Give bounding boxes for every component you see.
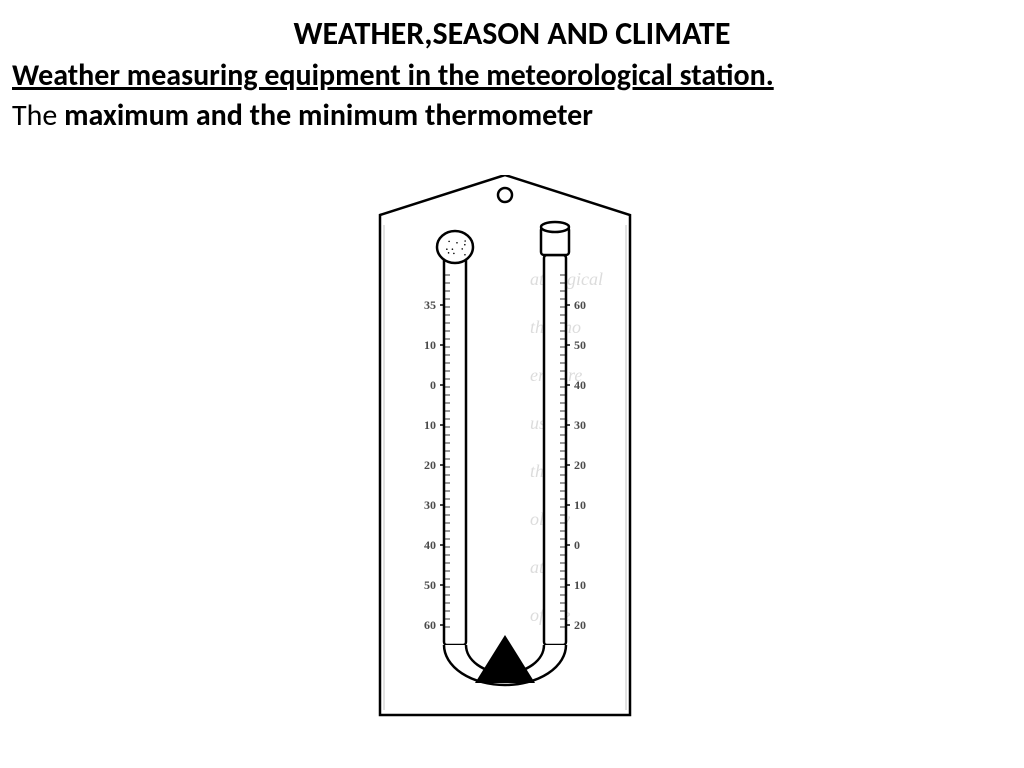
svg-text:50: 50 — [574, 338, 586, 352]
svg-text:10: 10 — [424, 338, 436, 352]
svg-text:50: 50 — [424, 578, 436, 592]
svg-text:40: 40 — [424, 538, 436, 552]
svg-text:10: 10 — [424, 418, 436, 432]
svg-text:0: 0 — [430, 378, 436, 392]
thermometer-diagram: atologicalthermoeratureuse ittheologyato… — [350, 175, 660, 725]
svg-text:10: 10 — [574, 578, 586, 592]
svg-text:35: 35 — [424, 298, 436, 312]
svg-text:60: 60 — [424, 618, 436, 632]
svg-text:20: 20 — [574, 618, 586, 632]
svg-text:40: 40 — [574, 378, 586, 392]
body-bold: maximum and the minimum thermometer — [64, 97, 593, 134]
svg-text:20: 20 — [424, 458, 436, 472]
section-subtitle: Weather measuring equipment in the meteo… — [0, 53, 1024, 95]
body-prefix: The — [12, 97, 64, 134]
svg-text:60: 60 — [574, 298, 586, 312]
svg-text:10: 10 — [574, 498, 586, 512]
svg-text:30: 30 — [574, 418, 586, 432]
page-title: WEATHER,SEASON AND CLIMATE — [0, 0, 1024, 53]
svg-text:0: 0 — [574, 538, 580, 552]
body-text: The maximum and the minimum thermometer — [0, 95, 1024, 134]
svg-text:20: 20 — [574, 458, 586, 472]
svg-text:30: 30 — [424, 498, 436, 512]
